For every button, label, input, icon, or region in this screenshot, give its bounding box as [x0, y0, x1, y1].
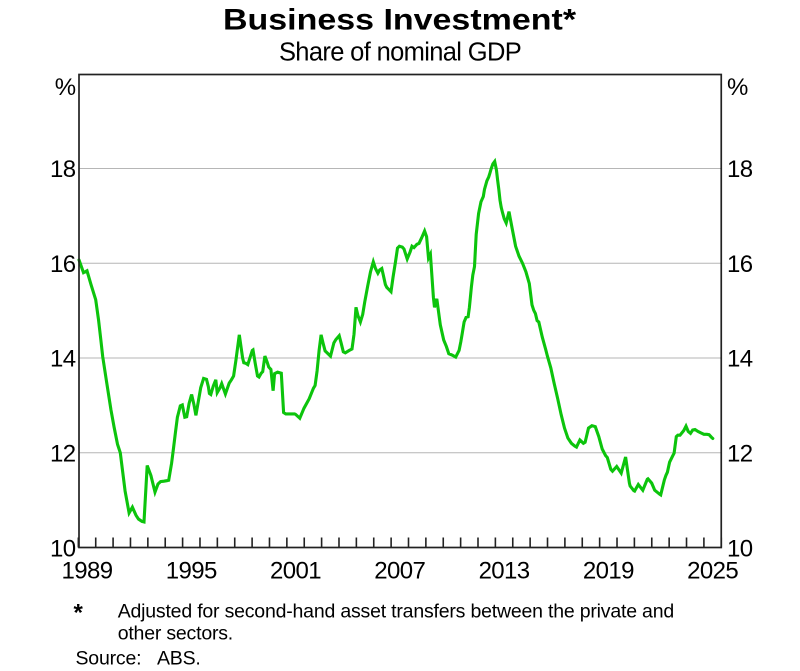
svg-text:14: 14 [50, 346, 76, 373]
svg-text:%: % [727, 74, 748, 101]
svg-text:2007: 2007 [374, 558, 425, 585]
svg-text:16: 16 [727, 251, 753, 278]
svg-text:1989: 1989 [62, 558, 113, 585]
svg-text:2025: 2025 [687, 558, 738, 585]
svg-text:2001: 2001 [270, 558, 321, 585]
svg-text:2019: 2019 [583, 558, 634, 585]
svg-text:18: 18 [727, 156, 753, 183]
svg-text:1995: 1995 [166, 558, 217, 585]
svg-text:10: 10 [727, 535, 753, 562]
svg-text:*: * [74, 600, 84, 627]
svg-text:Source: ABS.: Source: ABS. [76, 648, 201, 670]
svg-text:%: % [55, 74, 76, 101]
svg-text:Share of nominal GDP: Share of nominal GDP [279, 39, 521, 67]
svg-text:Adjusted for second-hand asset: Adjusted for second-hand asset transfers… [118, 601, 674, 623]
svg-text:2013: 2013 [479, 558, 530, 585]
svg-text:10: 10 [50, 535, 76, 562]
svg-text:18: 18 [50, 156, 76, 183]
svg-text:16: 16 [50, 251, 76, 278]
svg-text:12: 12 [727, 441, 753, 468]
svg-text:Business Investment*: Business Investment* [223, 3, 577, 36]
svg-text:14: 14 [727, 346, 753, 373]
svg-text:other sectors.: other sectors. [118, 623, 233, 645]
svg-text:12: 12 [50, 441, 76, 468]
